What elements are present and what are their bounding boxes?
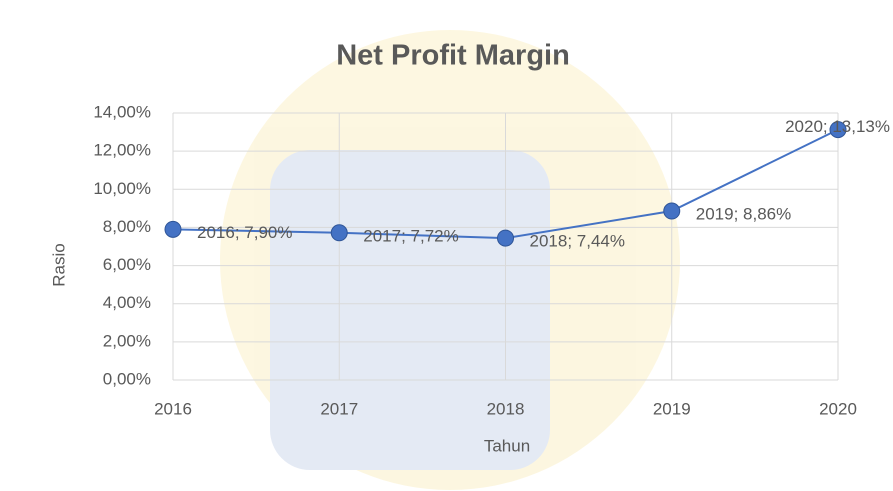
x-tick-label: 2019 xyxy=(653,399,691,418)
watermark xyxy=(220,30,680,490)
data-label: 2016; 7,90% xyxy=(197,223,292,242)
chart-title: Net Profit Margin xyxy=(336,40,570,72)
y-tick-label: 0,00% xyxy=(103,369,151,388)
x-tick-label: 2016 xyxy=(154,399,192,418)
data-label: 2018; 7,44% xyxy=(530,232,625,251)
y-tick-label: 6,00% xyxy=(103,255,151,274)
x-axis-label: Tahun xyxy=(484,436,530,455)
y-tick-label: 10,00% xyxy=(93,179,151,198)
point xyxy=(663,202,681,220)
y-tick-label: 8,00% xyxy=(103,217,151,236)
x-tick-label: 2020 xyxy=(819,399,857,418)
y-tick-label: 2,00% xyxy=(103,331,151,350)
data-label: 2020; 13,13% xyxy=(785,117,890,136)
point xyxy=(829,121,847,139)
point xyxy=(497,229,514,247)
point xyxy=(164,220,182,238)
point xyxy=(330,224,348,242)
data-label: 2017; 7,72% xyxy=(363,226,458,245)
data-label: 2019; 8,86% xyxy=(696,205,791,224)
y-axis-label: Rasio xyxy=(49,243,68,286)
y-tick-label: 4,00% xyxy=(103,293,151,312)
x-tick-label: 2017 xyxy=(320,399,358,418)
y-tick-label: 12,00% xyxy=(93,141,151,160)
y-tick-label: 14,00% xyxy=(93,102,151,121)
x-tick-label: 2018 xyxy=(487,399,525,418)
